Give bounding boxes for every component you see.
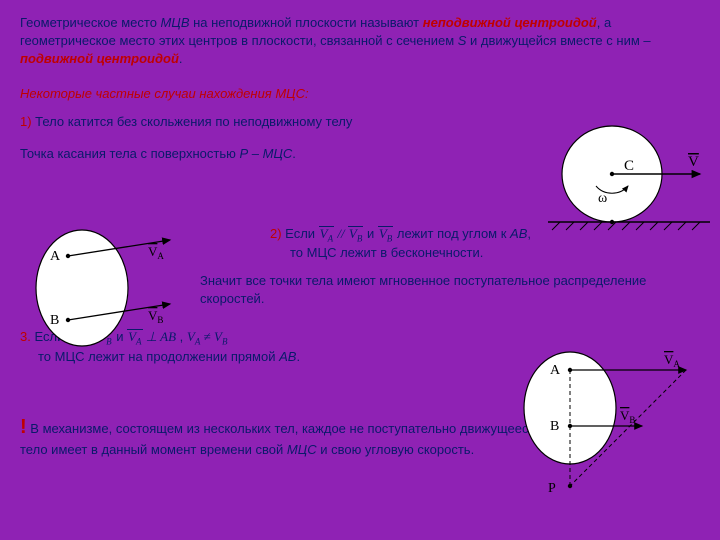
d2-label-va: VA xyxy=(148,244,164,261)
case2-mid: и xyxy=(367,226,378,241)
vb: V xyxy=(349,226,357,241)
p1-t1: Геометрическое место xyxy=(20,15,161,30)
vb-sub: B xyxy=(357,234,363,244)
va-sub: A xyxy=(328,234,334,244)
heading-cases: Некоторые частные случаи нахождения МЦС: xyxy=(20,85,700,103)
d3-label-p: P xyxy=(548,481,556,496)
touch-t1: Точка касания тела с поверхностью xyxy=(20,146,239,161)
final-bang: ! xyxy=(20,416,27,438)
c3vb3s: B xyxy=(222,337,228,347)
d1-label-v: V xyxy=(688,154,699,170)
d2-label-vb: VB xyxy=(148,308,163,325)
touch-mcs: МЦС xyxy=(263,146,293,161)
vb2-sub: B xyxy=(387,234,393,244)
case1-num: 1) xyxy=(20,114,32,129)
d3-label-va: VA xyxy=(664,352,680,369)
d3-label-vb: VB xyxy=(620,408,635,425)
final-text2: и свою угловую скорость. xyxy=(317,442,475,457)
diagram-ellipse-parallel: A B VA VB xyxy=(24,222,194,356)
final-mcs: МЦС xyxy=(287,442,317,457)
c3vb3: V xyxy=(214,329,222,344)
c3l2b: . xyxy=(296,349,300,364)
case2-pre: Если xyxy=(282,226,319,241)
final-note: ! В механизме, состоящем из нескольких т… xyxy=(20,413,540,459)
p1-red2: подвижной центроидой xyxy=(20,51,179,66)
d3-label-b: B xyxy=(550,419,559,434)
d1-label-c: C xyxy=(624,158,634,174)
case2-num: 2) xyxy=(270,226,282,241)
case1-text: Тело катится без скольжения по неподвижн… xyxy=(32,114,353,129)
p1-red1: неподвижной центроидой xyxy=(423,15,597,30)
case2-line2: то МЦС лежит в бесконечности. xyxy=(290,244,700,262)
d2-label-b: B xyxy=(50,313,59,328)
c3l2ab: AB xyxy=(279,349,296,364)
p1-t5: . xyxy=(179,51,183,66)
par1: // xyxy=(334,226,348,241)
paragraph-centroid: Геометрическое место МЦВ на неподвижной … xyxy=(20,14,700,69)
formula-va-par-vb: VA // VB xyxy=(319,225,364,244)
d2-label-a: A xyxy=(50,249,61,264)
d3-label-a: A xyxy=(550,363,561,378)
c3ne: ≠ xyxy=(200,329,214,344)
case2-ab: AB xyxy=(510,226,527,241)
diagram-rolling-circle: C V ω xyxy=(540,118,715,246)
p1-t4: и движущейся вместе с ним – xyxy=(466,33,650,48)
diagram-ellipse-unequal: A B P VA VB xyxy=(508,346,708,506)
formula-vb2: VB xyxy=(378,225,393,244)
va: V xyxy=(320,226,328,241)
d1-label-w: ω xyxy=(598,191,607,206)
vb2: V xyxy=(379,226,387,241)
touch-t2: – xyxy=(248,146,262,161)
p1-t2: на неподвижной плоскости называют xyxy=(190,15,423,30)
touch-p: P xyxy=(239,146,248,161)
case2-tail: лежит под углом к xyxy=(397,226,510,241)
p1-mcv: МЦВ xyxy=(161,15,190,30)
case2-comma: , xyxy=(527,226,531,241)
touch-t3: . xyxy=(292,146,296,161)
translational-note: Значит все точки тела имеют мгновенное п… xyxy=(200,272,700,308)
